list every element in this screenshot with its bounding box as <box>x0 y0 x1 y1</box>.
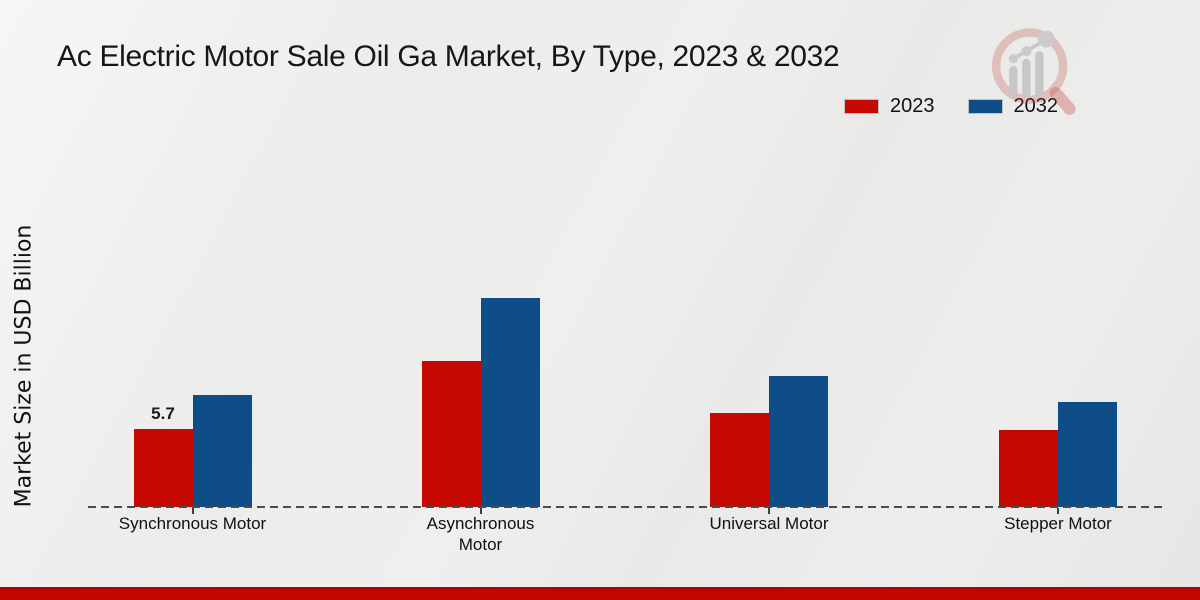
bar-value-label-2023-synchronous-motor: 5.7 <box>151 404 175 423</box>
legend-item-2023: 2023 <box>845 95 935 118</box>
bar-2032-universal-motor <box>769 376 828 507</box>
legend-swatch-2032 <box>968 100 1002 113</box>
bar-2032-asynchronous-motor <box>480 298 540 507</box>
x-axis-tick <box>768 508 770 514</box>
footer-red-strip <box>0 587 1200 600</box>
x-axis-tick <box>479 508 482 514</box>
y-axis-label: Market Size in USD Billion <box>11 224 37 508</box>
chart-title: Ac Electric Motor Sale Oil Ga Market, By… <box>57 40 840 73</box>
legend-label-2023: 2023 <box>890 95 935 117</box>
magnifier-bar-chart-logo-icon <box>991 28 1076 115</box>
category-label-asynchronous-motor: Asynchronous Motor <box>426 514 535 554</box>
bar-2023-asynchronous-motor <box>421 361 481 507</box>
bar-2032-stepper-motor <box>1058 402 1117 507</box>
x-axis-baseline <box>88 506 1165 508</box>
bar-2032-synchronous-motor <box>192 395 252 507</box>
category-label-synchronous-motor: Synchronous Motor <box>118 514 267 533</box>
legend-item-2032: 2032 <box>968 95 1059 118</box>
bar-2023-stepper-motor <box>999 430 1058 507</box>
category-label-stepper-motor: Stepper Motor <box>1004 514 1112 533</box>
legend-label-2032: 2032 <box>1013 95 1059 117</box>
bar-2023-universal-motor <box>710 413 769 507</box>
category-label-universal-motor: Universal Motor <box>709 514 829 533</box>
x-axis-tick <box>191 508 194 514</box>
bar-2023-synchronous-motor <box>133 429 193 507</box>
x-axis-tick <box>1057 508 1059 514</box>
legend: 2023 2032 <box>845 95 1058 118</box>
legend-swatch-2023 <box>845 100 878 113</box>
